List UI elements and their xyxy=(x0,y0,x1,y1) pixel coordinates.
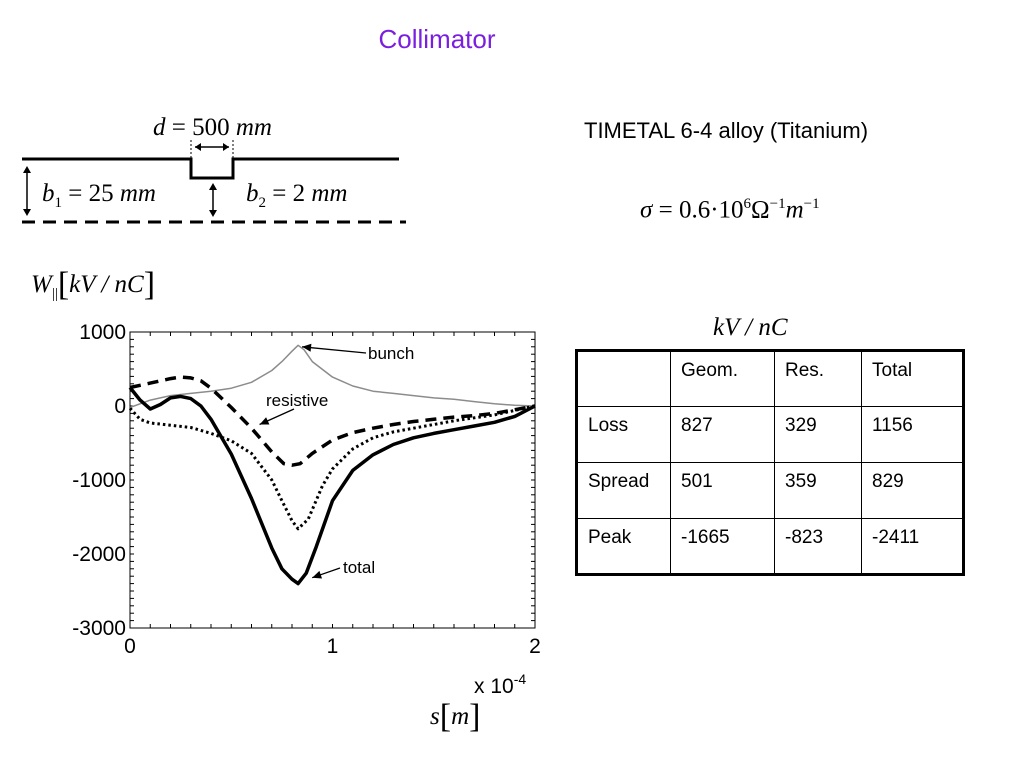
table-cell: 359 xyxy=(774,462,862,519)
y-axis-title: W||[kV / nC] xyxy=(31,266,156,303)
table-cell: Loss xyxy=(576,406,671,463)
table-header-cell: Total xyxy=(861,350,964,407)
bunch-series-line xyxy=(129,344,536,409)
series-line-2 xyxy=(128,404,536,531)
table-header-row: Geom. Res. Total xyxy=(576,350,964,407)
table-cell: 329 xyxy=(774,406,862,463)
total-annotation-label: total xyxy=(343,558,375,577)
y-tick-label: -2000 xyxy=(72,543,126,566)
total-series-line xyxy=(128,386,536,586)
table-header-cell: Res. xyxy=(774,350,862,407)
conductivity-formula: σ = 0.6·106Ω−1m−1 xyxy=(640,196,820,224)
results-table: Geom. Res. Total Loss 827 329 1156 Sprea… xyxy=(575,349,965,576)
table-cell: -823 xyxy=(774,518,862,575)
table-cell: Spread xyxy=(576,462,671,519)
slide-title: Collimator xyxy=(378,24,496,54)
table-row: Spread 501 359 829 xyxy=(576,462,964,519)
resistive-annotation-label: resistive xyxy=(266,391,328,410)
y-tick-label: -3000 xyxy=(72,617,126,640)
material-name: TIMETAL 6-4 alloy (Titanium) xyxy=(584,118,869,143)
table-header-cell: Geom. xyxy=(670,350,775,407)
table-cell: 501 xyxy=(670,462,775,519)
total-annotation-arrowhead xyxy=(312,570,322,579)
table-row: Peak -1665 -823 -2411 xyxy=(576,518,964,575)
table-cell: 1156 xyxy=(861,406,964,463)
table-header-cell xyxy=(576,350,671,407)
y-tick-label: -1000 xyxy=(72,469,126,492)
x-tick-label: 2 xyxy=(529,635,541,658)
x-axis-title: s[m] xyxy=(430,698,481,735)
x-multiplier-label: x 10-4 xyxy=(474,671,526,698)
bunch-annotation-arrowhead xyxy=(302,343,312,352)
x-tick-label: 0 xyxy=(124,635,136,658)
table-cell: -1665 xyxy=(670,518,775,575)
resistive-annotation-arrowhead xyxy=(259,417,270,425)
table-cell: Peak xyxy=(576,518,671,575)
table-unit-label: kV / nC xyxy=(713,314,788,341)
wall-top-line xyxy=(22,157,399,180)
b2-label: b2 = 2 mm xyxy=(246,180,348,211)
table-cell: -2411 xyxy=(861,518,964,575)
bunch-annotation-arrow xyxy=(302,346,367,354)
bunch-annotation-label: bunch xyxy=(368,344,414,363)
y-tick-label: 1000 xyxy=(79,321,126,344)
table-row: Loss 827 329 1156 xyxy=(576,406,964,463)
d-label: d = 500 mm xyxy=(153,114,272,141)
table-cell: 827 xyxy=(670,406,775,463)
x-tick-label: 1 xyxy=(327,635,339,658)
resistive-series-line xyxy=(129,375,536,467)
table-cell: 829 xyxy=(861,462,964,519)
b1-label: b1 = 25 mm xyxy=(42,180,156,211)
y-tick-label: 0 xyxy=(114,395,126,418)
